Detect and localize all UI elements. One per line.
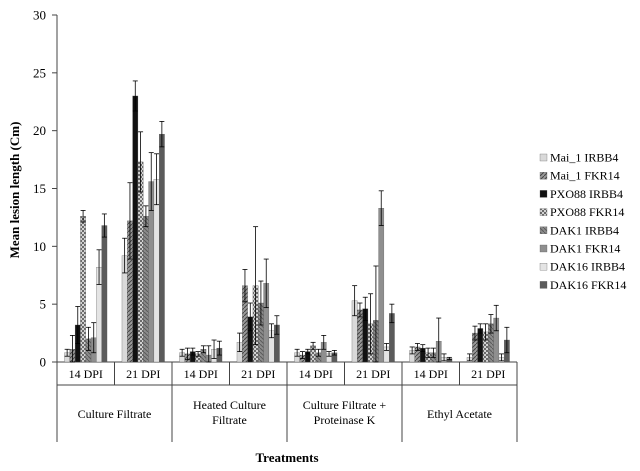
x-group-label: Ethyl Acetate [427,407,492,421]
x-subcategory-label: 21 DPI [126,367,160,381]
legend-label: DAK1 FKR14 [550,242,620,256]
bar [357,309,363,363]
x-axis-title: Treatments [255,450,318,465]
bar [159,133,165,363]
x-group-label: Proteinase K [314,413,376,427]
x-group-label: Culture Filtrate [78,407,152,421]
legend-swatch [539,226,548,234]
legend-label: PXO88 FKR14 [550,205,624,219]
legend-label: Mai_1 IRBB4 [550,151,618,165]
x-group-label: Heated Culture [193,398,266,412]
legend-label: DAK16 FKR14 [550,278,626,292]
x-group-label: Filtrate [212,413,247,427]
legend: Mai_1 IRBB4 Mai_1 FKR14 PXO88 IRBB4 PXO88 F… [539,151,626,292]
legend-swatch [539,244,548,253]
bar [153,179,160,363]
x-subcategory-label: 14 DPI [184,367,218,381]
x-subcategory-label: 14 DPI [69,367,103,381]
error-bars [64,80,510,363]
x-subcategory-label: 21 DPI [356,367,390,381]
y-tick-label: 15 [33,181,46,196]
bar [101,225,108,363]
y-tick-label: 25 [33,65,46,80]
bar [80,216,86,363]
x-subcategory-label: 21 DPI [241,367,275,381]
x-subcategory-label: 14 DPI [414,367,448,381]
x-subcategory-label: 21 DPI [471,367,505,381]
y-tick-label: 20 [33,123,46,138]
bar [132,95,139,363]
legend-swatch [539,263,548,271]
x-group-label: Culture Filtrate + [303,398,387,412]
y-tick-label: 0 [40,355,47,370]
legend-swatch [539,190,548,198]
bar [378,208,385,363]
plot-area: 0 5 10 15 20 25 30 14 DPI 21 DPI 14 DPI 21 DPI 14 D… [33,8,518,442]
legend-label: Mai_1 FKR14 [550,169,620,183]
bar [477,328,484,363]
legend-label: DAK1 IRBB4 [550,223,619,237]
bar [143,216,149,363]
legend-label: DAK16 IRBB4 [550,260,625,274]
y-tick-label: 30 [33,8,46,23]
legend-swatch [539,172,548,180]
y-tick-label: 5 [40,297,47,312]
y-axis-title: Mean lesion length (Cm) [7,122,22,259]
legend-swatch [539,153,548,162]
y-tick-label: 10 [33,239,46,254]
x-subcategory-label: 14 DPI [299,367,333,381]
legend-swatch [539,208,548,216]
legend-label: PXO88 IRBB4 [550,187,623,201]
legend-swatch [539,281,548,289]
